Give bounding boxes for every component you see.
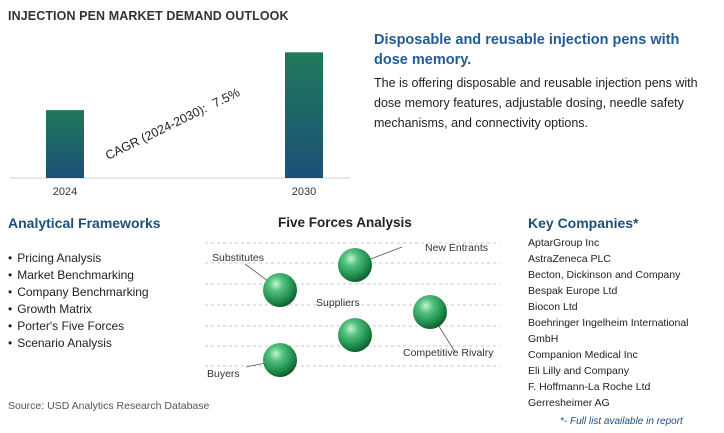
x-tick-2024: 2024 bbox=[53, 186, 77, 198]
bar-2024 bbox=[46, 110, 84, 178]
cagr-text: CAGR (2024-2030): bbox=[103, 101, 209, 162]
analytical-frameworks-list: Pricing Analysis Market Benchmarking Com… bbox=[8, 250, 149, 352]
company-item: Eli Lilly and Company bbox=[528, 365, 629, 377]
label-buyers: Buyers bbox=[207, 368, 240, 380]
dashed-guides bbox=[205, 242, 500, 367]
framework-item: Company Benchmarking bbox=[8, 284, 148, 301]
bar-2030 bbox=[285, 52, 323, 178]
connector-lines bbox=[244, 246, 456, 368]
analytical-frameworks-title: Analytical Frameworks bbox=[8, 215, 161, 231]
five-forces-title: Five Forces Analysis bbox=[278, 215, 412, 230]
sphere-new-entrants bbox=[338, 248, 372, 282]
sphere-competitive-rivalry bbox=[413, 295, 447, 329]
key-companies-title: Key Companies* bbox=[528, 215, 639, 231]
company-item: Becton, Dickinson and Company bbox=[528, 269, 681, 281]
company-item: Boehringer Ingelheim International GmbH bbox=[528, 317, 689, 345]
chart-title: INJECTION PEN MARKET DEMAND OUTLOOK bbox=[8, 9, 289, 23]
cagr-value: 7.5% bbox=[210, 85, 242, 110]
company-item: AptarGroup Inc bbox=[528, 237, 600, 249]
framework-item: Porter's Five Forces bbox=[8, 318, 149, 335]
sphere-substitutes bbox=[263, 273, 297, 307]
framework-item: Growth Matrix bbox=[8, 301, 149, 318]
company-item: AstraZeneca PLC bbox=[528, 253, 611, 265]
highlight-title: Disposable and reusable injection pens w… bbox=[374, 32, 680, 68]
label-competitive-rivalry: Competitive Rivalry bbox=[403, 347, 494, 359]
framework-item: Pricing Analysis bbox=[8, 250, 149, 267]
company-item: Gerresheimer AG bbox=[528, 397, 610, 409]
source-note: Source: USD Analytics Research Database bbox=[8, 400, 210, 412]
label-suppliers: Suppliers bbox=[316, 297, 360, 309]
company-item: Bespak Europe Ltd bbox=[528, 285, 618, 297]
company-item: F. Hoffmann-La Roche Ltd bbox=[528, 381, 651, 393]
cagr-label: CAGR (2024-2030):7.5% bbox=[103, 85, 242, 162]
label-new-entrants: New Entrants bbox=[425, 242, 488, 254]
framework-item: Scenario Analysis bbox=[8, 335, 149, 352]
key-companies-list: AptarGroup Inc AstraZeneca PLC Becton, D… bbox=[528, 235, 718, 411]
x-tick-2030: 2030 bbox=[292, 186, 316, 198]
label-substitutes: Substitutes bbox=[212, 252, 264, 264]
company-item: Biocon Ltd bbox=[528, 301, 578, 313]
sphere-buyers bbox=[263, 343, 297, 377]
company-item: Companion Medical Inc bbox=[528, 349, 638, 361]
bar-chart: 2024 2030 CAGR (2024-2030):7.5% bbox=[10, 52, 350, 198]
full-list-note: *- Full list available in report bbox=[560, 416, 683, 427]
sphere-suppliers bbox=[338, 318, 372, 352]
highlight-description: The is offering disposable and reusable … bbox=[374, 76, 698, 130]
framework-item: Market Benchmarking bbox=[8, 267, 149, 284]
